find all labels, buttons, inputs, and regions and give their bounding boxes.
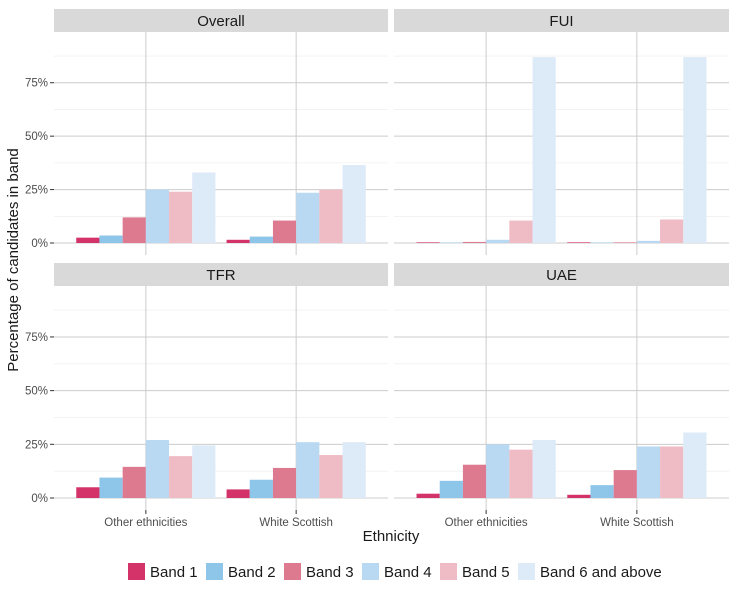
bar <box>462 464 487 498</box>
bar <box>509 220 533 243</box>
bar <box>342 442 366 498</box>
bar <box>99 477 123 498</box>
bar <box>272 467 297 498</box>
facet-panel: FUI <box>394 9 729 255</box>
facet-title: UAE <box>546 267 577 284</box>
bar <box>76 237 100 243</box>
panel-background <box>394 32 729 255</box>
bar <box>462 241 487 243</box>
bar <box>613 470 637 498</box>
bar <box>590 485 614 498</box>
bar <box>683 432 707 498</box>
legend: Band 1 Band 2 Band 3 Band 4 Band 5 Band 6 and… <box>128 563 662 581</box>
bar <box>272 220 297 243</box>
bar <box>249 479 273 498</box>
y-tick-label: 75% <box>25 78 48 90</box>
y-tick-label: 50% <box>25 386 48 398</box>
legend-label: Band 2 <box>228 564 276 581</box>
bar <box>122 217 146 243</box>
facet-panel: TFR 0% 25% 50% 75% Other ethnicities White Sco… <box>25 263 388 529</box>
bar <box>416 242 440 243</box>
bar <box>169 456 193 498</box>
legend-item: Band 6 and above <box>518 563 662 581</box>
facet-title: Overall <box>197 13 245 30</box>
bar <box>613 242 637 243</box>
x-tick-label: Other ethnicities <box>104 517 187 529</box>
facet-panel: Overall 0% 25% 50% 75% <box>25 9 388 255</box>
facet-panel: UAE Other ethnicities White Scottish <box>394 263 729 529</box>
legend-item: Band 1 <box>128 563 198 581</box>
bar <box>145 189 170 243</box>
bar <box>439 480 463 498</box>
bar <box>660 446 684 498</box>
bar <box>226 489 250 498</box>
legend-swatch <box>518 563 535 580</box>
legend-item: Band 3 <box>284 563 354 581</box>
facet-strip <box>394 9 729 32</box>
y-tick-label: 50% <box>25 131 48 143</box>
bar <box>660 219 684 243</box>
y-tick-label: 75% <box>25 332 48 344</box>
bar <box>683 57 707 243</box>
bar <box>416 493 440 498</box>
legend-label: Band 3 <box>306 564 354 581</box>
bar <box>532 440 556 498</box>
bar <box>296 442 320 498</box>
facet-strip <box>394 263 729 286</box>
bar <box>249 236 273 243</box>
bar <box>169 191 193 243</box>
legend-swatch <box>128 563 145 580</box>
legend-label: Band 1 <box>150 564 198 581</box>
bar <box>76 487 100 498</box>
facet-strip <box>54 9 388 32</box>
bar <box>319 189 343 243</box>
y-tick-label: 25% <box>25 185 48 197</box>
legend-item: Band 2 <box>206 563 276 581</box>
legend-item: Band 5 <box>440 563 510 581</box>
bar <box>342 165 366 243</box>
facet-title: FUI <box>549 13 573 30</box>
legend-swatch <box>440 563 457 580</box>
bar <box>532 57 556 243</box>
y-axis-title: Percentage of candidates in band <box>5 148 22 372</box>
bar <box>486 239 510 243</box>
bar <box>567 242 591 243</box>
bar <box>122 466 146 498</box>
x-tick-label: White Scottish <box>600 517 674 529</box>
bar <box>192 172 216 243</box>
bar <box>145 440 170 498</box>
bar <box>296 192 320 243</box>
legend-swatch <box>362 563 379 580</box>
bar <box>192 445 216 498</box>
facet-strip <box>54 263 388 286</box>
bar <box>636 446 661 498</box>
facet-title: TFR <box>206 267 235 284</box>
x-tick-label: White Scottish <box>259 517 333 529</box>
bar <box>636 240 661 243</box>
bar <box>319 455 343 498</box>
bar <box>509 449 533 498</box>
legend-item: Band 4 <box>362 563 432 581</box>
bar <box>226 239 250 243</box>
bar <box>486 444 510 498</box>
bar <box>99 235 123 243</box>
legend-swatch <box>206 563 223 580</box>
y-tick-label: 0% <box>31 493 48 505</box>
y-tick-label: 25% <box>25 439 48 451</box>
x-axis-title: Ethnicity <box>363 528 420 545</box>
x-tick-label: Other ethnicities <box>445 517 528 529</box>
legend-label: Band 5 <box>462 564 510 581</box>
y-tick-label: 0% <box>31 238 48 250</box>
legend-swatch <box>284 563 301 580</box>
legend-label: Band 6 and above <box>540 564 662 581</box>
bar <box>567 494 591 498</box>
legend-label: Band 4 <box>384 564 432 581</box>
